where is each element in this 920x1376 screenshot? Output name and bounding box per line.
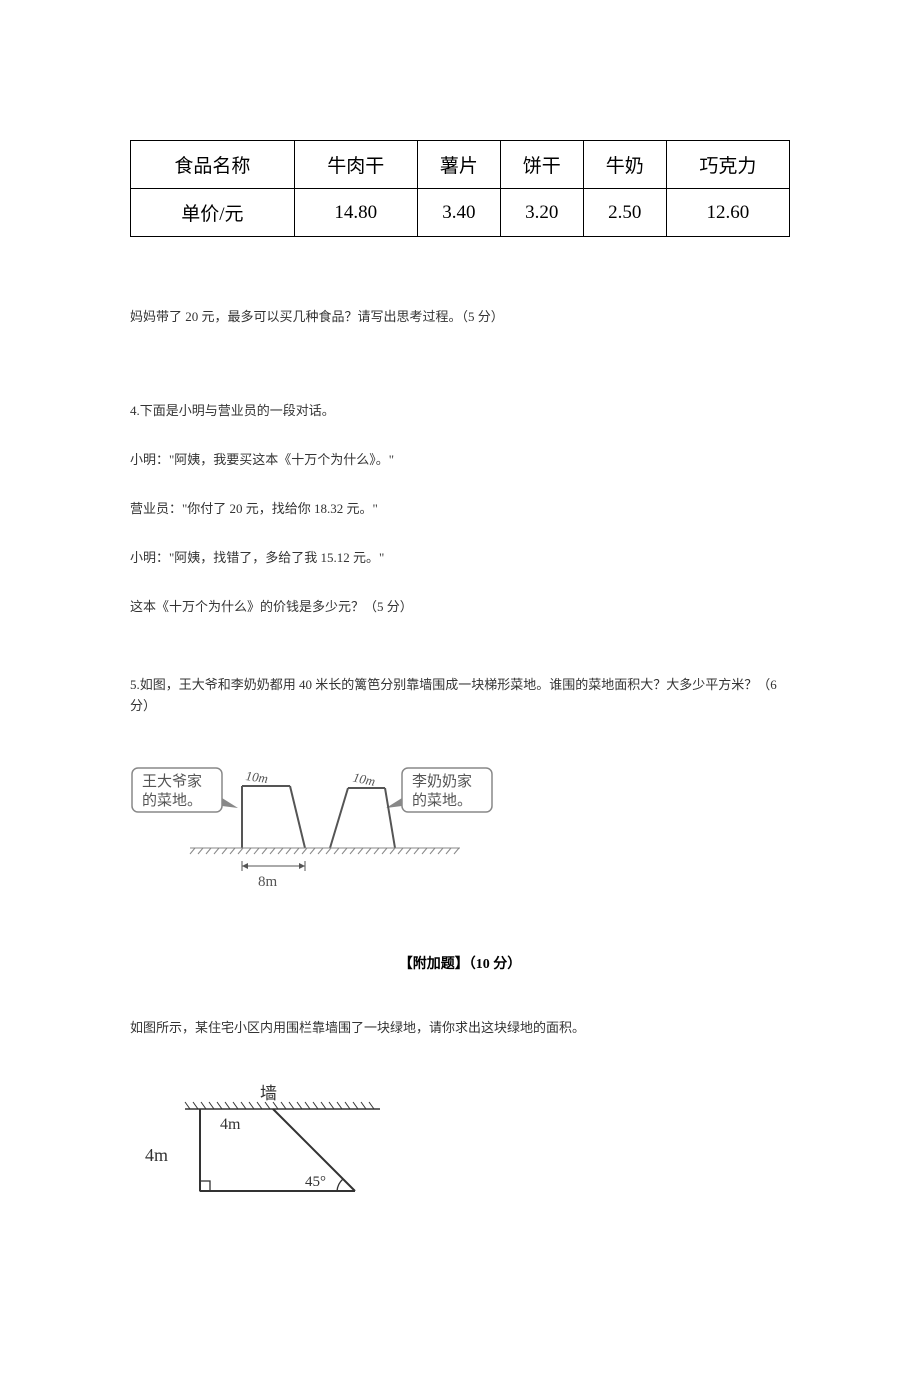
bonus-title: 【附加题】（10 分） (130, 953, 790, 973)
q4-intro: 4.下面是小明与营业员的一段对话。 (130, 400, 790, 419)
svg-text:的菜地。: 的菜地。 (142, 792, 202, 809)
q4-line3: 小明："阿姨，找错了，多给了我 15.12 元。" (130, 547, 790, 566)
svg-text:8m: 8m (258, 874, 278, 890)
th-item: 牛奶 (583, 141, 666, 189)
svg-text:李奶奶家: 李奶奶家 (412, 773, 472, 790)
food-price-table: 食品名称 牛肉干 薯片 饼干 牛奶 巧克力 单价/元 14.80 3.40 3.… (130, 140, 790, 237)
svg-text:10m: 10m (352, 770, 377, 789)
price-cell: 2.50 (583, 189, 666, 237)
svg-text:4m: 4m (220, 1116, 241, 1133)
th-item: 薯片 (417, 141, 500, 189)
th-item: 巧克力 (666, 141, 789, 189)
svg-text:墙: 墙 (260, 1084, 277, 1103)
th-item: 牛肉干 (294, 141, 417, 189)
svg-text:的菜地。: 的菜地。 (412, 792, 472, 809)
svg-text:4m: 4m (145, 1145, 168, 1165)
q4-line2: 营业员："你付了 20 元，找给你 18.32 元。" (130, 498, 790, 517)
price-cell: 12.60 (666, 189, 789, 237)
price-cell: 14.80 (294, 189, 417, 237)
q5-text: 5.如图，王大爷和李奶奶都用 40 米长的篱笆分别靠墙围成一块梯形菜地。谁围的菜… (130, 675, 790, 717)
svg-text:10m: 10m (245, 768, 269, 786)
bonus-text: 如图所示，某住宅小区内用围栏靠墙围了一块绿地，请你求出这块绿地的面积。 (130, 1018, 790, 1039)
th-name: 食品名称 (131, 141, 295, 189)
row-label: 单价/元 (131, 189, 295, 237)
price-cell: 3.20 (500, 189, 583, 237)
svg-text:王大爷家: 王大爷家 (142, 773, 202, 790)
q4-line4: 这本《十万个为什么》的价钱是多少元？（5 分） (130, 596, 790, 615)
q3-sub-question: 妈妈带了 20 元，最多可以买几种食品？请写出思考过程。（5 分） (130, 307, 790, 328)
q4-line1: 小明："阿姨，我要买这本《十万个为什么》。" (130, 449, 790, 468)
th-item: 饼干 (500, 141, 583, 189)
q4-dialog: 4.下面是小明与营业员的一段对话。 小明："阿姨，我要买这本《十万个为什么》。"… (130, 400, 790, 615)
bonus-figure: 墙 (130, 1081, 790, 1226)
svg-text:45°: 45° (305, 1174, 326, 1190)
q5-figure: 王大爷家 的菜地。 10m 李奶奶家 的菜地。 10m (130, 758, 790, 903)
price-cell: 3.40 (417, 189, 500, 237)
